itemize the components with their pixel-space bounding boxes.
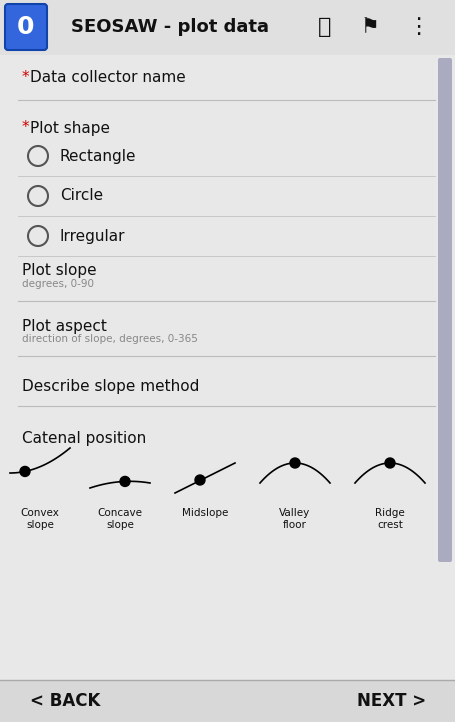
FancyBboxPatch shape [5,4,47,50]
Circle shape [289,458,299,468]
Text: direction of slope, degrees, 0-365: direction of slope, degrees, 0-365 [22,334,197,344]
Text: Valley
floor: Valley floor [279,508,310,530]
Text: Concave
slope: Concave slope [97,508,142,530]
Text: Circle: Circle [60,188,103,204]
Text: Convex
slope: Convex slope [20,508,59,530]
Text: 0: 0 [17,15,35,39]
Text: Catenal position: Catenal position [22,430,146,445]
Circle shape [384,458,394,468]
Text: Rectangle: Rectangle [60,149,136,163]
Text: Describe slope method: Describe slope method [22,378,199,393]
Text: Plot shape: Plot shape [30,121,110,136]
Text: NEXT >: NEXT > [356,692,425,710]
FancyBboxPatch shape [0,0,455,55]
FancyBboxPatch shape [437,58,451,562]
Circle shape [195,475,205,485]
Text: ⋮: ⋮ [406,17,428,37]
Text: ⚑: ⚑ [360,17,379,37]
Text: ⎙: ⎙ [318,17,331,37]
Text: < BACK: < BACK [30,692,100,710]
Text: degrees, 0-90: degrees, 0-90 [22,279,94,289]
Text: SEOSAW - plot data: SEOSAW - plot data [71,18,268,36]
Text: Plot slope: Plot slope [22,264,96,279]
Text: Irregular: Irregular [60,228,125,243]
Text: Midslope: Midslope [182,508,228,518]
Circle shape [20,466,30,477]
Text: *: * [22,71,35,85]
Text: *: * [22,121,35,136]
Text: Plot aspect: Plot aspect [22,318,106,334]
Text: Data collector name: Data collector name [30,71,185,85]
Circle shape [120,477,130,487]
FancyBboxPatch shape [0,680,455,722]
Text: Ridge
crest: Ridge crest [374,508,404,530]
